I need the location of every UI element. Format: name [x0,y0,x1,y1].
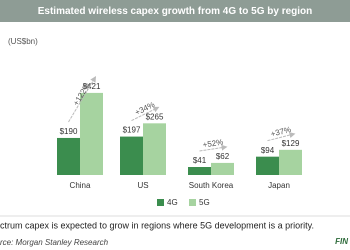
bar [256,156,279,175]
bar [57,137,80,175]
source: rce: Morgan Stanley Research [0,238,109,247]
x-tick-label: Japan [268,181,290,190]
legend-label: 4G [167,198,178,207]
growth-arrow [267,132,296,142]
caption: ctrum capex is expected to grow in regio… [0,220,314,230]
legend-swatch [189,199,196,206]
value-label: $190 [60,127,78,136]
value-label: $421 [83,82,101,91]
bar [279,149,302,175]
value-label: $265 [146,112,164,121]
value-label: $94 [261,146,275,155]
x-tick-label: South Korea [189,181,234,190]
x-tick-label: China [70,181,91,190]
bar [188,167,211,175]
growth-arrow [68,76,97,123]
legend-label: 5G [199,198,210,207]
growth-arrow [131,106,160,122]
growth-label: +37% [270,125,292,139]
bar [211,162,234,175]
growth-arrow [199,144,228,152]
title-bar [0,0,350,22]
bar [120,136,143,175]
value-label: $41 [193,156,207,165]
legend-swatch [157,199,164,206]
bar [80,92,103,175]
value-label: $62 [216,152,230,161]
bar [143,123,166,175]
x-tick-label: US [137,181,148,190]
unit-label: (US$bn) [8,37,38,46]
chart-title: Estimated wireless capex growth from 4G … [38,6,313,17]
growth-label: +52% [202,138,224,150]
value-label: $197 [123,126,141,135]
logo: FIN [335,237,348,246]
value-label: $129 [282,139,300,148]
